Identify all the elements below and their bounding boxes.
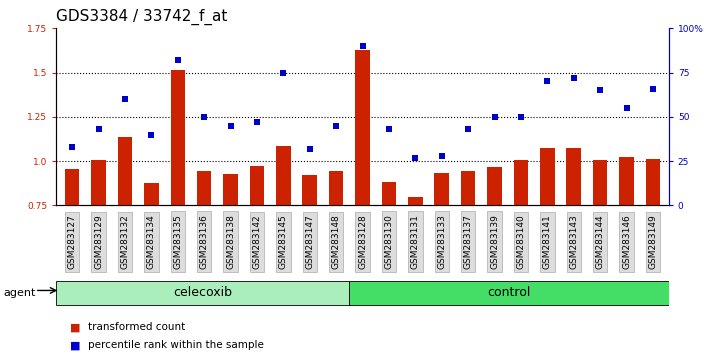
Text: GDS3384 / 33742_f_at: GDS3384 / 33742_f_at — [56, 9, 227, 25]
Bar — [65, 169, 80, 338]
Point — [357, 43, 368, 49]
Text: GSM283144: GSM283144 — [596, 214, 605, 269]
Text: GSM283140: GSM283140 — [517, 214, 525, 269]
Point — [621, 105, 632, 111]
Text: GSM283143: GSM283143 — [570, 214, 578, 269]
Point — [647, 86, 658, 91]
Text: GSM283141: GSM283141 — [543, 214, 552, 269]
Text: GSM283129: GSM283129 — [94, 214, 103, 269]
Text: GSM283145: GSM283145 — [279, 214, 288, 269]
Point — [66, 144, 77, 150]
Text: GSM283139: GSM283139 — [490, 214, 499, 269]
Bar — [593, 160, 608, 338]
Bar — [382, 182, 396, 338]
Bar — [487, 167, 502, 338]
Point — [489, 114, 500, 120]
Bar — [356, 51, 370, 338]
Point — [515, 114, 527, 120]
Point — [410, 155, 421, 160]
Text: GSM283138: GSM283138 — [226, 214, 235, 269]
Bar — [620, 156, 634, 338]
Bar — [144, 183, 158, 338]
Text: transformed count: transformed count — [88, 322, 185, 332]
Text: GSM283133: GSM283133 — [437, 214, 446, 269]
Bar — [197, 171, 211, 338]
Point — [463, 126, 474, 132]
Text: GSM283147: GSM283147 — [306, 214, 314, 269]
Text: control: control — [487, 286, 531, 299]
Text: GSM283130: GSM283130 — [384, 214, 394, 269]
Bar — [567, 148, 581, 338]
Bar — [303, 175, 317, 338]
Text: GSM283131: GSM283131 — [411, 214, 420, 269]
Point — [199, 114, 210, 120]
Bar — [170, 70, 185, 338]
Point — [119, 96, 130, 102]
Point — [146, 132, 157, 137]
Text: ■: ■ — [70, 322, 81, 332]
Text: GSM283137: GSM283137 — [464, 214, 472, 269]
Bar — [349, 281, 669, 305]
Point — [93, 126, 104, 132]
Bar — [250, 166, 264, 338]
Bar — [646, 159, 660, 338]
Text: GSM283127: GSM283127 — [68, 214, 77, 269]
Text: ■: ■ — [70, 340, 81, 350]
Point — [225, 123, 236, 129]
Point — [594, 87, 605, 93]
Bar — [329, 171, 344, 338]
Point — [251, 119, 263, 125]
Text: GSM283146: GSM283146 — [622, 214, 631, 269]
Point — [436, 153, 447, 159]
Point — [541, 79, 553, 84]
Text: GSM283135: GSM283135 — [173, 214, 182, 269]
Text: GSM283136: GSM283136 — [200, 214, 208, 269]
Text: GSM283128: GSM283128 — [358, 214, 367, 269]
Bar — [223, 174, 238, 338]
Point — [304, 146, 315, 152]
Bar — [434, 173, 449, 338]
Text: GSM283148: GSM283148 — [332, 214, 341, 269]
Text: GSM283134: GSM283134 — [147, 214, 156, 269]
Text: agent: agent — [4, 288, 36, 298]
Point — [277, 70, 289, 75]
Point — [172, 57, 183, 63]
Bar — [92, 160, 106, 338]
Point — [383, 126, 394, 132]
Text: GSM283132: GSM283132 — [120, 214, 130, 269]
Bar — [540, 148, 555, 338]
Bar — [461, 171, 475, 338]
Bar — [276, 146, 291, 338]
Text: GSM283149: GSM283149 — [648, 214, 658, 269]
Text: percentile rank within the sample: percentile rank within the sample — [88, 340, 264, 350]
Bar — [514, 160, 528, 338]
Point — [568, 75, 579, 81]
Text: GSM283142: GSM283142 — [253, 214, 261, 269]
Point — [330, 123, 341, 129]
Bar — [56, 281, 349, 305]
Text: celecoxib: celecoxib — [173, 286, 232, 299]
Bar — [118, 137, 132, 338]
Bar — [408, 197, 422, 338]
